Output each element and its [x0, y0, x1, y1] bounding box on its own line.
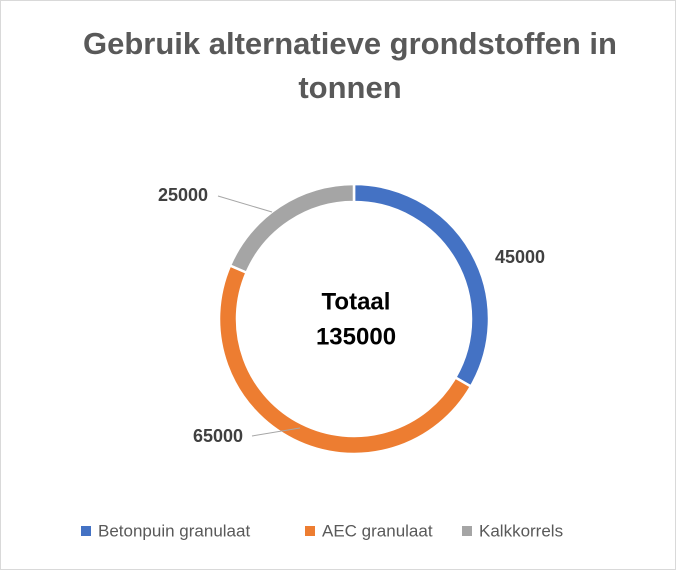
data-label: 45000 [495, 247, 545, 267]
data-label: 65000 [193, 426, 243, 446]
center-value: 135000 [316, 323, 396, 350]
chart-title: Gebruik alternatieve grondstoffen in ton… [83, 26, 617, 105]
donut-slice [352, 182, 491, 389]
legend-label: Betonpuin granulaat [98, 521, 250, 540]
legend-swatch [305, 526, 315, 536]
legend-swatch [462, 526, 472, 536]
legend-label: Kalkkorrels [479, 521, 563, 540]
legend-label: AEC granulaat [322, 521, 433, 540]
leader-line [217, 195, 273, 213]
data-label: 25000 [158, 185, 208, 205]
legend-swatch [81, 526, 91, 536]
leader-line [251, 427, 301, 437]
center-label: Totaal [322, 288, 391, 315]
donut-slice [228, 182, 356, 275]
